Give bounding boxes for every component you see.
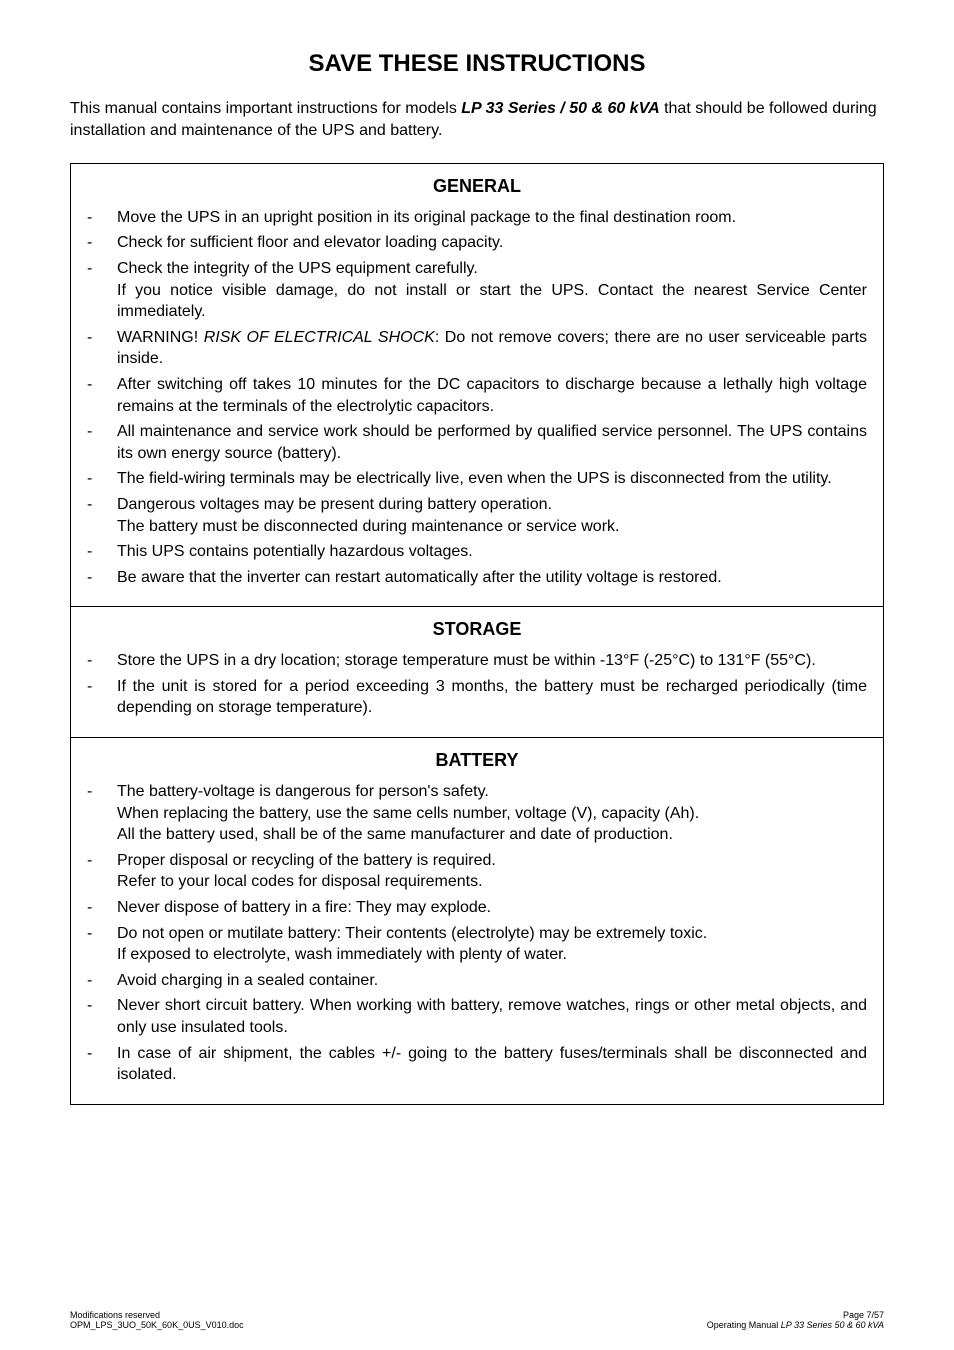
bullet-dash: - — [87, 327, 117, 370]
general-title: GENERAL — [87, 176, 867, 197]
list-item: -Move the UPS in an upright position in … — [87, 207, 867, 229]
intro-model: LP 33 Series / 50 & 60 kVA — [461, 100, 659, 117]
bullet-text: Check for sufficient floor and elevator … — [117, 232, 867, 254]
list-item: -If the unit is stored for a period exce… — [87, 676, 867, 719]
footer-right-line2: Operating Manual LP 33 Series 50 & 60 kV… — [707, 1320, 884, 1330]
list-item: -Dangerous voltages may be present durin… — [87, 494, 867, 537]
footer-right-prefix: Operating Manual — [707, 1320, 781, 1330]
bullet-dash: - — [87, 676, 117, 719]
warning-italic: RISK OF ELECTRICAL SHOCK — [204, 329, 435, 346]
bullet-text: All maintenance and service work should … — [117, 421, 867, 464]
battery-section: BATTERY -The battery-voltage is dangerou… — [71, 738, 883, 1104]
bullet-text: Never dispose of battery in a fire: They… — [117, 897, 867, 919]
footer-left-line2: OPM_LPS_3UO_50K_60K_0US_V010.doc — [70, 1320, 244, 1330]
footer-left-line1: Modifications reserved — [70, 1310, 244, 1320]
bullet-dash: - — [87, 995, 117, 1038]
bullet-text: Never short circuit battery. When workin… — [117, 995, 867, 1038]
instructions-box: GENERAL -Move the UPS in an upright posi… — [70, 163, 884, 1105]
list-item: -Never dispose of battery in a fire: The… — [87, 897, 867, 919]
list-item: -After switching off takes 10 minutes fo… — [87, 374, 867, 417]
list-item: -In case of air shipment, the cables +/-… — [87, 1043, 867, 1086]
bullet-text: Do not open or mutilate battery: Their c… — [117, 923, 867, 966]
battery-title: BATTERY — [87, 750, 867, 771]
main-title: SAVE THESE INSTRUCTIONS — [70, 50, 884, 78]
bullet-text: The battery-voltage is dangerous for per… — [117, 781, 867, 846]
list-item: -Be aware that the inverter can restart … — [87, 567, 867, 589]
bullet-text: Store the UPS in a dry location; storage… — [117, 650, 867, 672]
bullet-text: Dangerous voltages may be present during… — [117, 494, 867, 537]
list-item: -Avoid charging in a sealed container. — [87, 970, 867, 992]
bullet-dash: - — [87, 468, 117, 490]
bullet-text: Move the UPS in an upright position in i… — [117, 207, 867, 229]
bullet-dash: - — [87, 207, 117, 229]
list-item: -The battery-voltage is dangerous for pe… — [87, 781, 867, 846]
bullet-text: Proper disposal or recycling of the batt… — [117, 850, 867, 893]
general-list: -Move the UPS in an upright position in … — [87, 207, 867, 589]
bullet-text: Avoid charging in a sealed container. — [117, 970, 867, 992]
bullet-text: If the unit is stored for a period excee… — [117, 676, 867, 719]
bullet-text: This UPS contains potentially hazardous … — [117, 541, 867, 563]
list-item: -Check the integrity of the UPS equipmen… — [87, 258, 867, 323]
storage-section: STORAGE -Store the UPS in a dry location… — [71, 607, 883, 738]
list-item: -Proper disposal or recycling of the bat… — [87, 850, 867, 893]
battery-list: -The battery-voltage is dangerous for pe… — [87, 781, 867, 1086]
bullet-dash: - — [87, 541, 117, 563]
list-item: -WARNING! RISK OF ELECTRICAL SHOCK: Do n… — [87, 327, 867, 370]
bullet-text: The field-wiring terminals may be electr… — [117, 468, 867, 490]
footer-right-line1: Page 7/57 — [707, 1310, 884, 1320]
bullet-dash: - — [87, 494, 117, 537]
list-item: -All maintenance and service work should… — [87, 421, 867, 464]
list-item: -The field-wiring terminals may be elect… — [87, 468, 867, 490]
list-item: -Store the UPS in a dry location; storag… — [87, 650, 867, 672]
storage-title: STORAGE — [87, 619, 867, 640]
bullet-dash: - — [87, 970, 117, 992]
bullet-dash: - — [87, 421, 117, 464]
footer-right: Page 7/57 Operating Manual LP 33 Series … — [707, 1310, 884, 1330]
footer: Modifications reserved OPM_LPS_3UO_50K_6… — [70, 1310, 884, 1330]
bullet-text: After switching off takes 10 minutes for… — [117, 374, 867, 417]
bullet-dash: - — [87, 781, 117, 846]
bullet-dash: - — [87, 650, 117, 672]
footer-left: Modifications reserved OPM_LPS_3UO_50K_6… — [70, 1310, 244, 1330]
bullet-dash: - — [87, 1043, 117, 1086]
list-item: -Never short circuit battery. When worki… — [87, 995, 867, 1038]
footer-right-italic: LP 33 Series 50 & 60 kVA — [781, 1320, 884, 1330]
bullet-text: In case of air shipment, the cables +/- … — [117, 1043, 867, 1086]
bullet-dash: - — [87, 923, 117, 966]
bullet-dash: - — [87, 850, 117, 893]
bullet-dash: - — [87, 567, 117, 589]
bullet-dash: - — [87, 374, 117, 417]
warning-prefix: WARNING! — [117, 329, 204, 346]
storage-list: -Store the UPS in a dry location; storag… — [87, 650, 867, 719]
bullet-text: WARNING! RISK OF ELECTRICAL SHOCK: Do no… — [117, 327, 867, 370]
list-item: -Do not open or mutilate battery: Their … — [87, 923, 867, 966]
intro-prefix: This manual contains important instructi… — [70, 100, 461, 117]
list-item: -Check for sufficient floor and elevator… — [87, 232, 867, 254]
general-section: GENERAL -Move the UPS in an upright posi… — [71, 164, 883, 608]
list-item: -This UPS contains potentially hazardous… — [87, 541, 867, 563]
bullet-dash: - — [87, 897, 117, 919]
page: SAVE THESE INSTRUCTIONS This manual cont… — [0, 0, 954, 1350]
intro-paragraph: This manual contains important instructi… — [70, 98, 884, 143]
bullet-dash: - — [87, 232, 117, 254]
bullet-text: Be aware that the inverter can restart a… — [117, 567, 867, 589]
bullet-dash: - — [87, 258, 117, 323]
bullet-text: Check the integrity of the UPS equipment… — [117, 258, 867, 323]
